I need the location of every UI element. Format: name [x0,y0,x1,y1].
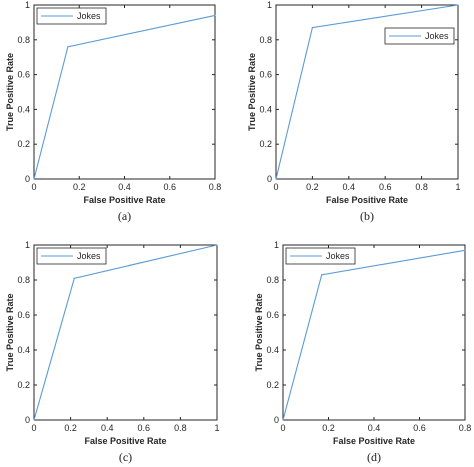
roc-point [464,249,466,251]
y-tick-label: 0.4 [259,104,272,114]
y-tick-label: 0.8 [266,275,279,285]
x-axis-label: False Positive Rate [84,436,166,446]
y-tick-label: 0.2 [17,139,30,149]
legend: Jokes [36,247,107,265]
y-tick-label: 0.6 [259,70,272,80]
roc-panel: 0 0.2 0.4 0.6 0.8 1 0 0.2 0.4 0.6 0.8 1 False Positi… [247,0,461,223]
x-tick-label: 0.2 [73,182,86,192]
x-tick-label: 0 [273,182,278,192]
x-tick-label: 0.2 [64,423,77,433]
x-tick-label: 0.2 [306,182,319,192]
y-tick-label: 0.8 [17,275,30,285]
roc-panel: 0 0.2 0.4 0.6 0.8 0 0.2 0.4 0.6 0.8 1 False Positiv… [5,0,221,223]
y-tick-label: 0.8 [17,35,30,45]
roc-point [311,27,313,29]
panel-caption: (a) [118,209,131,223]
x-tick-label: 0.2 [322,423,335,433]
legend: Jokes [285,247,356,265]
x-tick-label: 0 [31,182,36,192]
roc-point [457,4,459,6]
y-tick-label: 0.6 [266,310,279,320]
x-tick-label: 0.6 [163,182,176,192]
y-tick-label: 0.2 [259,139,272,149]
y-tick-label: 0.6 [17,310,30,320]
roc-point [216,244,218,246]
y-axis-label: True Positive Rate [5,53,15,131]
x-axis-label: False Positive Rate [326,195,408,205]
y-tick-label: 0 [267,174,272,184]
x-tick-label: 0.4 [343,182,356,192]
series-line-jokes [282,249,466,421]
y-tick-label: 1 [274,240,279,250]
panel-caption: (d) [367,450,381,464]
y-tick-label: 0.4 [17,104,30,114]
y-tick-label: 0.4 [266,345,279,355]
x-tick-label: 0 [31,423,36,433]
x-tick-label: 1 [214,423,219,433]
series-line-jokes [33,244,218,421]
x-tick-label: 0.4 [101,423,114,433]
x-tick-label: 0.8 [459,423,472,433]
roc-point [73,277,75,279]
legend-label: Jokes [77,251,101,261]
panel-caption: (b) [360,209,374,223]
legend: Jokes [384,27,455,45]
legend: Jokes [36,7,107,25]
roc-point [33,419,35,421]
y-tick-label: 0.8 [259,35,272,45]
y-tick-label: 0 [25,415,30,425]
x-tick-label: 0.4 [118,182,131,192]
roc-panel: 0 0.2 0.4 0.6 0.8 0 0.2 0.4 0.6 0.8 1 False Positiv… [254,240,471,464]
y-axis-label: True Positive Rate [247,53,257,131]
y-tick-label: 0 [25,174,30,184]
roc-point [67,46,69,48]
x-tick-label: 0.6 [138,423,151,433]
legend-label: Jokes [326,251,350,261]
roc-point [282,419,284,421]
x-axis-label: False Positive Rate [83,195,165,205]
roc-point [321,274,323,276]
roc-panel: 0 0.2 0.4 0.6 0.8 1 0 0.2 0.4 0.6 0.8 1 False Positi… [5,240,220,464]
x-tick-label: 0.6 [379,182,392,192]
x-tick-label: 0.8 [415,182,428,192]
x-tick-label: 0.4 [368,423,381,433]
roc-point [214,14,216,17]
panel-caption: (c) [119,450,132,464]
roc-point [275,178,277,180]
plot-frame [282,244,466,421]
y-tick-label: 0.4 [17,345,30,355]
legend-label: Jokes [77,11,101,21]
y-tick-label: 1 [25,240,30,250]
y-tick-label: 0.2 [266,380,279,390]
plot-frame [275,4,459,180]
roc-point [33,178,35,180]
plot-frame [33,244,218,421]
legend-label: Jokes [425,31,449,41]
x-tick-label: 0 [280,423,285,433]
x-tick-label: 1 [455,182,460,192]
x-axis-label: False Positive Rate [333,436,415,446]
y-axis-label: True Positive Rate [5,293,15,371]
x-tick-label: 0.8 [174,423,187,433]
series-line-jokes [33,14,216,180]
plot-frame [33,4,216,180]
x-tick-label: 0.6 [413,423,426,433]
y-tick-label: 1 [267,0,272,10]
y-axis-label: True Positive Rate [254,293,264,371]
x-tick-label: 0.8 [209,182,222,192]
y-tick-label: 0.2 [17,380,30,390]
y-tick-label: 0.6 [17,70,30,80]
y-tick-label: 0 [274,415,279,425]
y-tick-label: 1 [25,0,30,10]
